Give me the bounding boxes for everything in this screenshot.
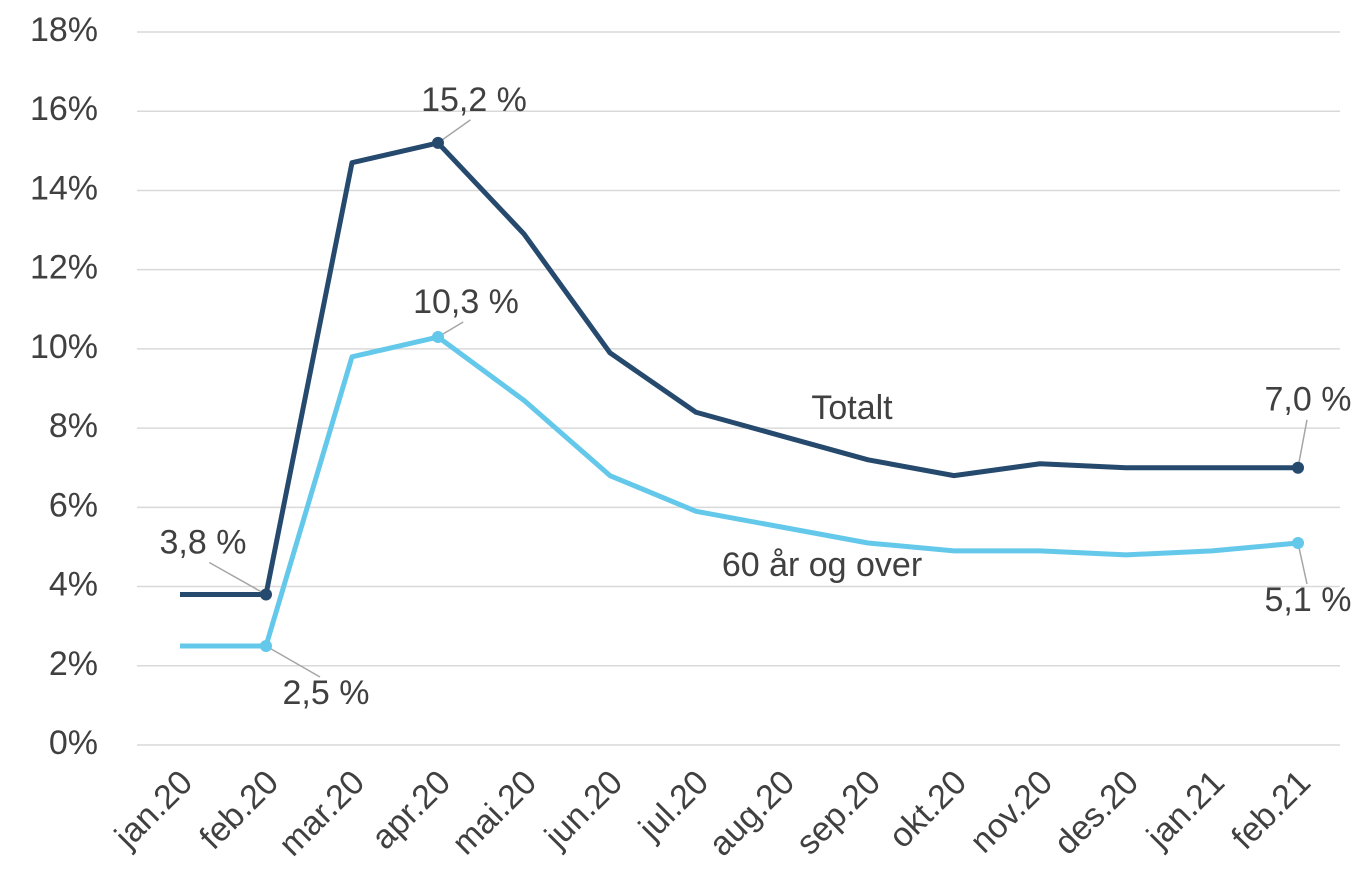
data-label: 3,8 % [160,523,247,561]
marker [260,588,272,601]
y-tick-label: 12% [30,249,98,287]
marker [1292,461,1304,474]
marker [260,639,272,652]
x-tick-label: feb.21 [1224,763,1318,857]
x-tick-label: sep.20 [789,763,888,862]
x-tick-label: apr.20 [364,763,458,857]
series-label: 60 år og over [722,546,922,584]
leader-line [265,645,321,678]
y-tick-label: 10% [30,328,98,366]
y-tick-label: 18% [30,11,98,49]
x-tick-label: aug.20 [702,763,802,863]
marker [432,136,444,149]
y-tick-label: 16% [30,90,98,128]
x-tick-label: jun.20 [537,763,630,856]
x-tick-label: jan.20 [107,763,200,856]
line [180,140,1298,597]
data-label: 7,0 % [1265,381,1352,419]
data-label: 5,1 % [1265,581,1352,619]
line [180,334,1299,649]
marker [1292,536,1304,549]
y-tick-label: 14% [30,169,98,207]
y-tick-label: 2% [49,645,98,683]
leader-line [1297,542,1308,585]
x-tick-label: mar.20 [272,763,372,863]
leader-line [1297,419,1308,468]
y-tick-label: 0% [49,724,98,762]
data-label: 2,5 % [283,674,370,712]
x-tick-label: feb.20 [192,763,286,857]
y-tick-label: 8% [49,407,98,445]
marker [432,331,444,344]
y-tick-label: 6% [49,486,98,524]
x-tick-label: jan.21 [1139,763,1232,856]
data-label: 10,3 % [413,283,519,321]
y-tick-label: 4% [49,566,98,604]
x-tick-label: mai.20 [445,763,544,862]
data-label: 15,2 % [421,81,527,119]
leader-line [208,561,267,596]
x-tick-label: des.20 [1047,763,1146,862]
x-tick-label: okt.20 [882,763,974,855]
x-tick-label: nov.20 [963,763,1060,860]
leader-line [437,119,471,144]
series-label: Totalt [811,389,893,427]
